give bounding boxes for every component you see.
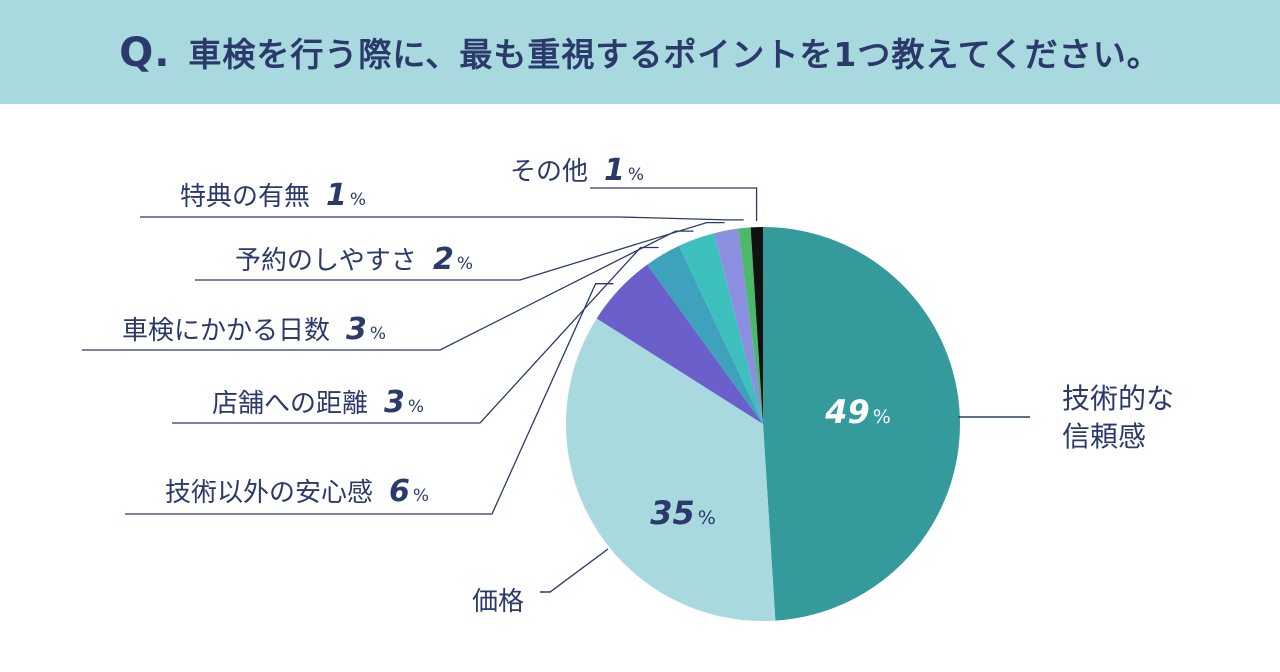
value-label-4: 3%	[384, 385, 424, 420]
value-label-7: 1%	[326, 178, 366, 213]
slice-6	[714, 228, 763, 424]
leader-line-7	[140, 216, 744, 221]
slice-3	[596, 264, 763, 424]
question-heading: Q. 車検を行う際に、最も重視するポイントを1つ教えてください。	[119, 28, 1161, 76]
category-label-7: 特典の有無	[180, 182, 310, 212]
category-label-1-line-1: 技術的な	[1062, 382, 1174, 415]
leader-line-4	[172, 246, 659, 424]
chart-header: Q. 車検を行う際に、最も重視するポイントを1つ教えてください。	[0, 0, 1280, 104]
category-label-2: 価格	[472, 587, 524, 617]
question-text: 車検を行う際に、最も重視するポイントを1つ教えてください。	[188, 35, 1161, 74]
question-mark-label: Q.	[119, 30, 171, 76]
category-label-8: その他	[510, 157, 588, 187]
leader-lines	[82, 187, 1030, 593]
pie-slices	[566, 227, 960, 621]
category-label-6: 予約のしやすさ	[235, 246, 417, 276]
slice-1	[763, 227, 960, 621]
leader-line-8	[590, 187, 758, 222]
value-label-5: 3%	[346, 312, 386, 347]
category-label-4: 店舗への距離	[212, 389, 368, 419]
value-label-3: 6%	[389, 474, 429, 509]
leader-line-5	[82, 230, 694, 351]
leader-line-3	[125, 283, 614, 515]
value-label-6: 2%	[433, 242, 473, 277]
leader-line-6	[195, 221, 725, 281]
category-label-5: 車検にかかる日数	[122, 316, 330, 346]
slice-2	[566, 318, 776, 621]
leader-line-2	[540, 548, 609, 593]
slice-5	[679, 233, 763, 424]
value-label-2: 35%	[650, 494, 716, 532]
slice-8	[750, 227, 763, 424]
category-label-1-line-2: 信頼感	[1062, 420, 1146, 453]
category-label-3: 技術以外の安心感	[165, 478, 373, 508]
slice-4	[647, 245, 763, 424]
slice-7	[738, 227, 763, 424]
value-label-1: 49%	[824, 393, 891, 431]
value-label-8: 1%	[604, 153, 644, 188]
